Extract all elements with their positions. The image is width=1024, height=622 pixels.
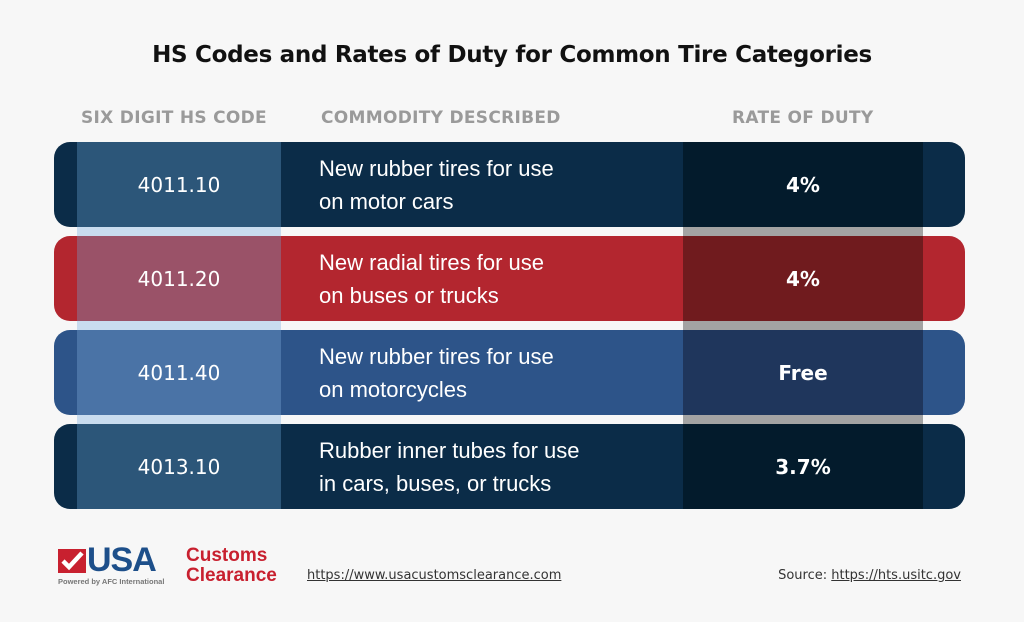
table-row: 4011.20 New radial tires for use on buse… [54, 236, 965, 321]
usa-customs-clearance-logo: USA Customs Clearance Powered by AFC Inte… [58, 541, 288, 590]
hs-code-cell: 4013.10 [77, 424, 281, 509]
hs-code-cell: 4011.40 [77, 330, 281, 415]
rate-cell: Free [683, 330, 923, 415]
source-citation: Source: https://hts.usitc.gov [778, 568, 961, 583]
hs-code-cell: 4011.10 [77, 142, 281, 227]
checkmark-icon [58, 549, 86, 573]
header-commodity: COMMODITY DESCRIBED [321, 108, 561, 128]
commodity-cell: New rubber tires for use on motor cars [319, 155, 554, 214]
rate-cell: 3.7% [683, 424, 923, 509]
logo-text: Customs Clearance [186, 545, 277, 586]
commodity-cell: Rubber inner tubes for use in cars, buse… [319, 437, 580, 496]
table-row: 4011.10 New rubber tires for use on moto… [54, 142, 965, 227]
hs-code-cell: 4011.20 [77, 236, 281, 321]
commodity-cell: New rubber tires for use on motorcycles [319, 343, 554, 402]
source-link[interactable]: https://hts.usitc.gov [831, 568, 961, 583]
rate-cell: 4% [683, 142, 923, 227]
header-hs-code: SIX DIGIT HS CODE [81, 108, 267, 128]
table-row: 4013.10 Rubber inner tubes for use in ca… [54, 424, 965, 509]
logo-mark: USA [87, 541, 157, 579]
table-row: 4011.40 New rubber tires for use on moto… [54, 330, 965, 415]
logo-tagline: Powered by AFC International [58, 577, 165, 586]
commodity-cell: New radial tires for use on buses or tru… [319, 249, 544, 308]
header-rate: RATE OF DUTY [732, 108, 874, 128]
website-link[interactable]: https://www.usacustomsclearance.com [307, 568, 562, 583]
page-title: HS Codes and Rates of Duty for Common Ti… [152, 42, 872, 68]
rate-cell: 4% [683, 236, 923, 321]
